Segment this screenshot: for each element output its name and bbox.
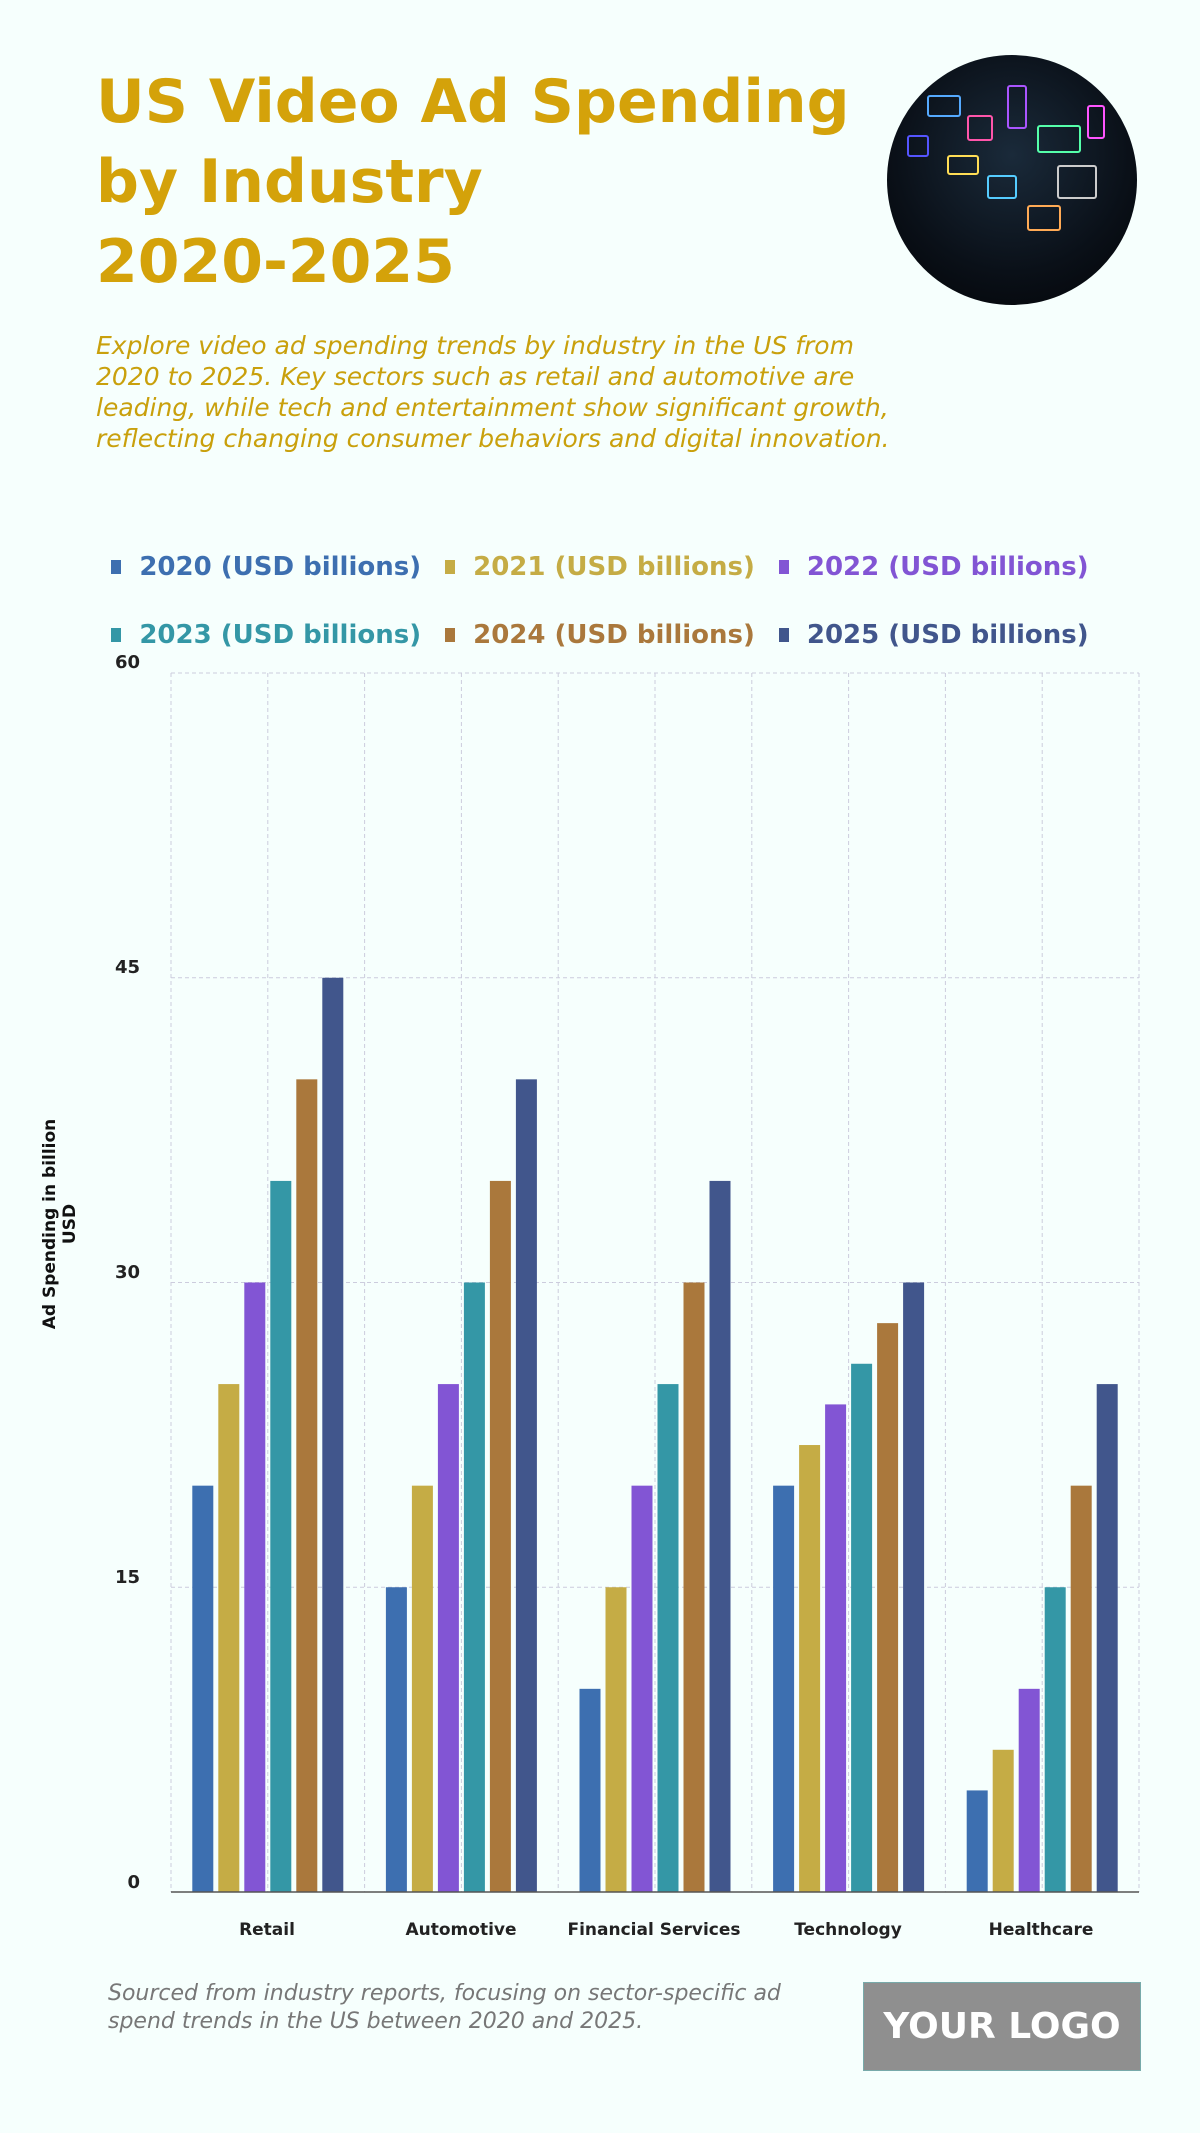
legend-item[interactable]: 2024 (USD billions)	[445, 620, 755, 650]
legend-swatch-icon	[778, 628, 789, 642]
bar	[437, 1384, 459, 1892]
bar	[270, 1180, 292, 1892]
legend-item[interactable]: 2023 (USD billions)	[111, 620, 421, 650]
bar	[683, 1282, 705, 1892]
y-tick-label: 45	[114, 957, 140, 978]
logo-placeholder: YOUR LOGO	[863, 1982, 1141, 2071]
bar	[218, 1384, 240, 1892]
bar	[992, 1749, 1014, 1892]
bar	[799, 1445, 821, 1892]
title-line: by Industry	[96, 147, 483, 217]
bar	[579, 1688, 601, 1892]
source-note: Sourced from industry reports, focusing …	[108, 1981, 781, 2034]
legend-swatch-icon	[111, 628, 122, 642]
bar	[851, 1363, 873, 1892]
bar	[657, 1384, 679, 1892]
legend-swatch-icon	[445, 560, 456, 574]
bar	[411, 1485, 433, 1892]
legend-label: 2024 (USD billions)	[473, 620, 755, 650]
title-line: 2020-2025	[96, 227, 455, 297]
bar	[463, 1282, 485, 1892]
x-tick-label: Automotive	[405, 1920, 517, 1940]
bar	[515, 1079, 537, 1892]
legend-label: 2022 (USD billions)	[806, 552, 1089, 582]
y-tick-label: 15	[114, 1567, 140, 1588]
bar	[877, 1323, 899, 1892]
x-tick-label: Retail	[239, 1920, 295, 1940]
bar	[1070, 1485, 1092, 1892]
legend-item[interactable]: 2022 (USD billions)	[778, 552, 1089, 582]
bar	[773, 1485, 795, 1892]
title-line: US Video Ad Spending	[96, 67, 850, 137]
bar	[296, 1079, 318, 1892]
legend-label: 2020 (USD billions)	[139, 552, 422, 582]
legend-item[interactable]: 2021 (USD billions)	[445, 552, 755, 582]
bar	[385, 1587, 407, 1892]
legend-swatch-icon	[445, 628, 456, 642]
legend-row: 2023 (USD billions) 2024 (USD billions) 20…	[0, 620, 1200, 650]
legend-swatch-icon	[111, 560, 122, 574]
bar	[709, 1180, 731, 1892]
legend-label: 2023 (USD billions)	[139, 620, 422, 650]
legend-row: 2020 (USD billions) 2021 (USD billions) 20…	[0, 552, 1200, 582]
subtitle: Explore video ad spending trends by indu…	[96, 331, 890, 453]
bar	[825, 1404, 847, 1892]
y-tick-label: 60	[114, 652, 140, 673]
y-tick-label: 0	[127, 1872, 140, 1893]
x-tick-label: Financial Services	[567, 1920, 741, 1940]
legend-item[interactable]: 2025 (USD billions)	[778, 620, 1089, 650]
x-tick-label: Healthcare	[988, 1920, 1094, 1940]
bar	[489, 1180, 511, 1892]
bar	[631, 1485, 653, 1892]
y-tick-label: 30	[114, 1262, 140, 1283]
legend-swatch-icon	[778, 560, 789, 574]
x-tick-label: Technology	[794, 1920, 902, 1940]
bar	[966, 1790, 988, 1892]
bar	[1096, 1384, 1118, 1892]
legend-item[interactable]: 2020 (USD billions)	[111, 552, 421, 582]
bar	[244, 1282, 266, 1892]
bar	[903, 1282, 925, 1892]
bar	[605, 1587, 627, 1892]
legend-label: 2021 (USD billions)	[473, 552, 755, 582]
header-photo	[887, 55, 1137, 305]
legend-label: 2025 (USD billions)	[806, 620, 1089, 650]
page-title: US Video Ad Spending by Industry 2020-20…	[96, 62, 876, 302]
bar	[1044, 1587, 1066, 1892]
bar	[1018, 1688, 1040, 1892]
bar	[192, 1485, 214, 1892]
bar	[322, 977, 344, 1892]
